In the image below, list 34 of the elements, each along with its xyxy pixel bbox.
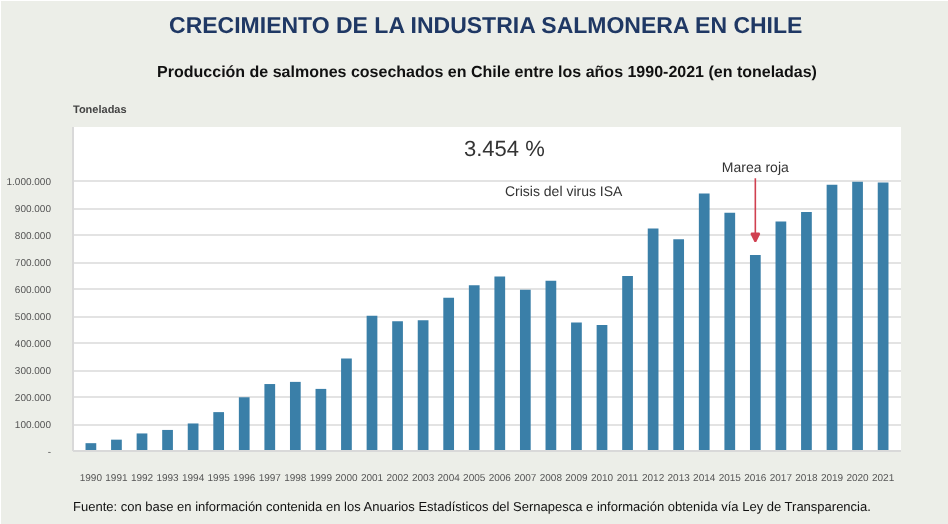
bar <box>826 184 838 451</box>
bar <box>366 315 378 451</box>
bar <box>698 193 710 451</box>
bar <box>494 276 506 451</box>
bar <box>877 182 889 451</box>
bar <box>238 397 250 451</box>
bar <box>622 276 633 451</box>
bar <box>443 297 455 451</box>
bar <box>264 384 276 451</box>
bar <box>417 320 429 451</box>
bar <box>852 181 863 451</box>
bar <box>519 289 531 451</box>
bar <box>213 412 225 451</box>
chart-subtitle: Producción de salmones cosechados en Chile entre los años 1990-2021 (en toneladas) <box>157 63 818 81</box>
bar <box>724 212 736 451</box>
bar <box>468 285 480 451</box>
annotation: 3.454 % <box>464 138 546 163</box>
bar <box>647 228 659 451</box>
bar <box>315 388 327 451</box>
bar <box>545 280 557 451</box>
chart-title: CRECIMIENTO DE LA INDUSTRIA SALMONERA EN CHILE <box>169 15 804 39</box>
bar <box>136 433 148 451</box>
bar <box>341 358 352 451</box>
bar <box>749 254 761 451</box>
bar <box>111 439 122 451</box>
bar <box>187 423 199 451</box>
bar <box>775 221 787 451</box>
bar <box>571 322 582 451</box>
bar <box>289 381 301 451</box>
bar <box>673 239 685 451</box>
bar <box>162 429 173 451</box>
bar <box>801 212 812 451</box>
bar <box>392 321 403 451</box>
bar <box>596 324 608 451</box>
